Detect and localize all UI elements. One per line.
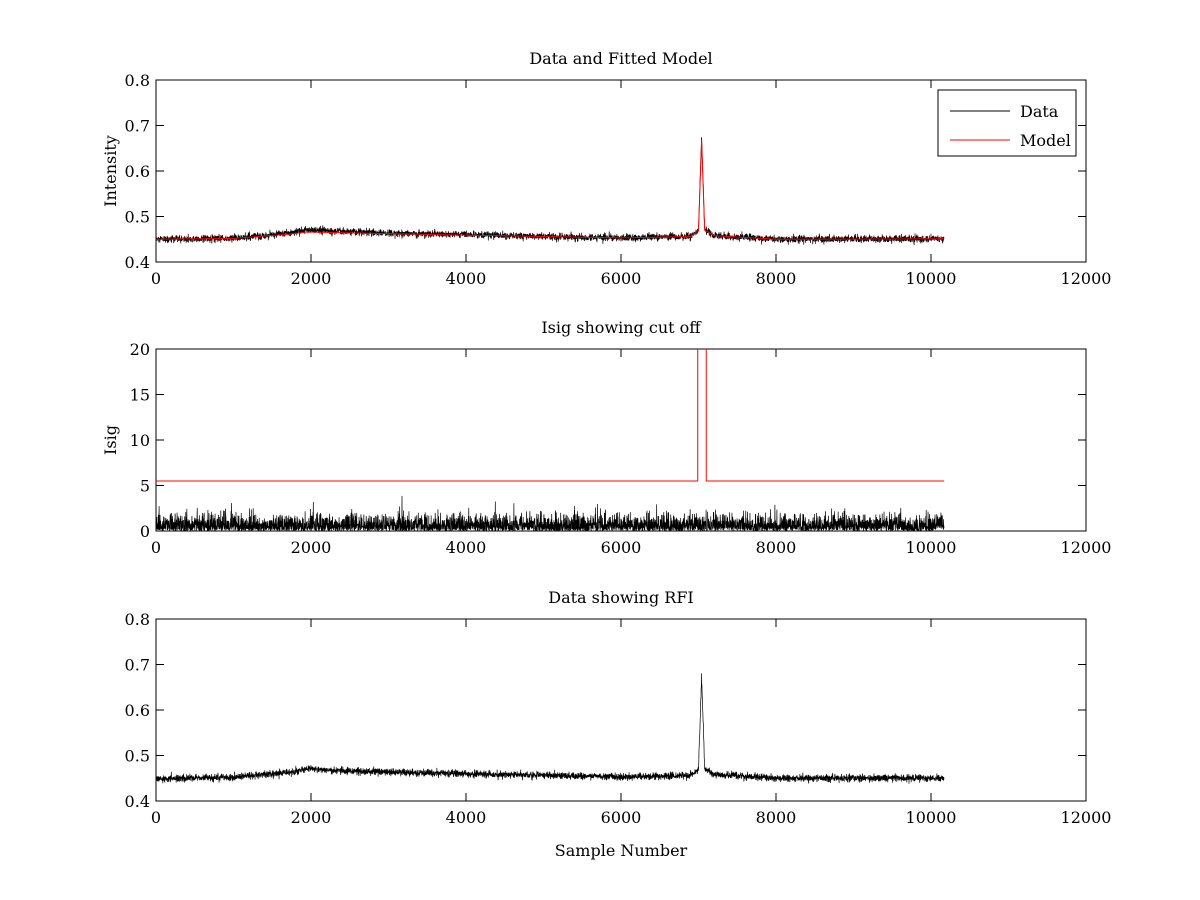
y-tick-label: 20 [130, 340, 150, 359]
x-tick-label: 6000 [601, 269, 642, 288]
x-tick-label: 2000 [291, 808, 332, 827]
chart-title: Data and Fitted Model [529, 49, 712, 68]
x-tick-label: 12000 [1061, 808, 1112, 827]
chart-panel-3: 0 2000 4000 6000 8000 10000 12000 0.4 0.5 0.6 0.7 0… [125, 588, 1112, 860]
x-tick-label: 8000 [756, 808, 797, 827]
x-tick-label: 4000 [446, 808, 487, 827]
chart-title: Isig showing cut off [541, 318, 702, 337]
x-tick-label: 0 [151, 808, 161, 827]
y-axis-label: Isig [101, 425, 120, 455]
y-tick-label: 0 [140, 522, 150, 541]
x-tick-label: 8000 [756, 538, 797, 557]
plot-area [156, 137, 945, 246]
series-line-isig [156, 495, 945, 531]
legend: Data Model [937, 89, 1077, 157]
axes-box [155, 618, 1087, 802]
y-tick-label: 0.5 [125, 208, 150, 227]
y-tick-label: 10 [130, 431, 150, 450]
x-tick-label: 10000 [906, 269, 957, 288]
series-line-model [156, 140, 945, 240]
y-tick-label: 0.8 [125, 610, 150, 629]
axes-box [155, 348, 1087, 532]
chart-title: Data showing RFI [548, 588, 693, 607]
x-tick-label: 6000 [601, 538, 642, 557]
chart-panel-1: 0 2000 4000 6000 8000 10000 12000 0.4 0.5 0.6 0.7 0… [101, 49, 1111, 288]
plot-area [156, 673, 945, 784]
series-line-data [156, 673, 945, 784]
x-axis-label: Sample Number [555, 841, 688, 860]
x-tick-label: 12000 [1061, 269, 1112, 288]
y-tick-label: 0.6 [125, 162, 150, 181]
legend-box [937, 89, 1077, 157]
y-axis-label: Intensity [101, 135, 120, 207]
x-tick-label: 2000 [291, 538, 332, 557]
x-tick-label: 10000 [906, 808, 957, 827]
legend-entry: Model [1020, 131, 1071, 150]
y-tick-label: 0.7 [125, 117, 150, 136]
plot-area [156, 349, 945, 531]
x-tick-label: 10000 [906, 538, 957, 557]
y-tick-label: 15 [130, 386, 150, 405]
x-tick-label: 0 [151, 269, 161, 288]
series-line-cut-off [156, 349, 945, 482]
x-tick-label: 4000 [446, 269, 487, 288]
x-tick-label: 2000 [291, 269, 332, 288]
y-tick-label: 0.4 [125, 792, 150, 811]
y-tick-label: 0.7 [125, 656, 150, 675]
y-tick-label: 0.6 [125, 701, 150, 720]
y-tick-label: 0.8 [125, 71, 150, 90]
y-tick-label: 0.4 [125, 253, 150, 272]
legend-entry: Data [1020, 102, 1059, 121]
chart-panel-2: 0 2000 4000 6000 8000 10000 12000 0 5 10 15 20 Isig … [101, 318, 1111, 557]
series-line-data [156, 137, 945, 246]
y-tick-label: 5 [140, 477, 150, 496]
x-tick-label: 6000 [601, 808, 642, 827]
x-tick-label: 4000 [446, 538, 487, 557]
y-tick-label: 0.5 [125, 747, 150, 766]
x-tick-label: 8000 [756, 269, 797, 288]
x-tick-label: 0 [151, 538, 161, 557]
x-tick-label: 12000 [1061, 538, 1112, 557]
